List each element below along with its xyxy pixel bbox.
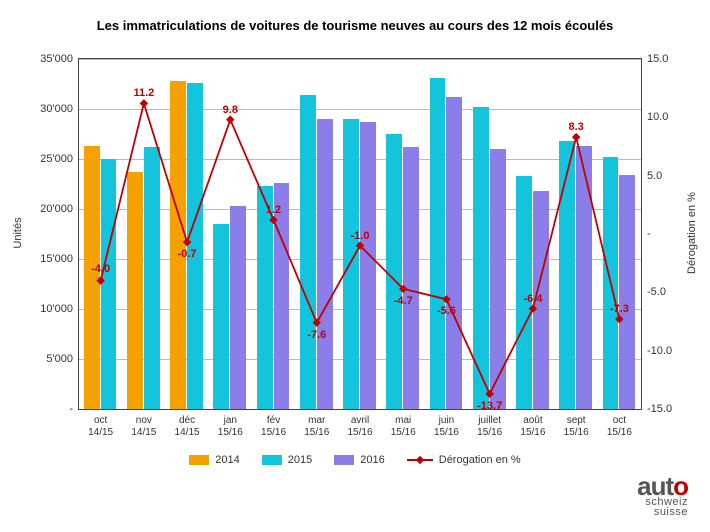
gridline: [79, 59, 641, 60]
deviation-value-label: -4.7: [394, 295, 413, 307]
deviation-value-label: -0.7: [178, 248, 197, 260]
bar-2016: [619, 175, 635, 409]
x-tick: mar15/16: [304, 409, 329, 438]
bar-2016: [274, 183, 290, 409]
y-axis-left-label: Unités: [12, 217, 24, 248]
legend-item-2014: 2014: [189, 454, 239, 466]
bar-2015: [559, 141, 575, 409]
gridline: [79, 109, 641, 110]
deviation-value-label: 8.3: [568, 121, 583, 133]
bar-2016: [576, 146, 592, 409]
x-tick: jan15/16: [218, 409, 243, 438]
bar-2015: [257, 186, 273, 409]
x-tick: août15/16: [520, 409, 545, 438]
x-tick: oct14/15: [88, 409, 113, 438]
deviation-value-label: 11.2: [133, 87, 154, 99]
legend-label-2016: 2016: [360, 454, 384, 466]
y-left-tick: 20'000: [40, 203, 79, 215]
logo-sub2: suisse: [637, 508, 688, 518]
deviation-value-label: -13.7: [477, 400, 502, 412]
legend-swatch-2014: [189, 455, 209, 465]
legend-item-deviation: Dérogation en %: [407, 454, 521, 466]
y-right-tick: 15.0: [641, 53, 668, 65]
deviation-value-label: 9.8: [223, 104, 238, 116]
logo-word: auto: [637, 475, 688, 498]
deviation-value-label: -7.3: [610, 303, 629, 315]
bar-2015: [603, 157, 619, 409]
y-left-tick: 15'000: [40, 253, 79, 265]
brand-logo: auto schweiz suisse: [637, 475, 688, 518]
bar-2015: [101, 159, 117, 409]
bar-2016: [446, 97, 462, 409]
y-right-tick: 10.0: [641, 111, 668, 123]
bar-2016: [403, 147, 419, 409]
bar-2014: [84, 146, 100, 409]
y-left-tick: 10'000: [40, 303, 79, 315]
x-tick: sept15/16: [564, 409, 589, 438]
x-tick: déc14/15: [175, 409, 200, 438]
bar-2016: [317, 119, 333, 409]
x-tick: avril15/16: [347, 409, 372, 438]
legend-item-2016: 2016: [334, 454, 384, 466]
bar-2015: [213, 224, 229, 409]
deviation-value-label: -5.6: [437, 305, 456, 317]
x-tick: mai15/16: [391, 409, 416, 438]
x-tick: fév15/16: [261, 409, 286, 438]
bar-2015: [343, 119, 359, 409]
chart-card: { "title": "Les immatriculations de voit…: [0, 0, 710, 532]
bar-2014: [127, 172, 143, 409]
plot-area: -5'00010'00015'00020'00025'00030'00035'0…: [78, 58, 642, 410]
x-tick: juillet15/16: [477, 409, 502, 438]
chart-title: Les immatriculations de voitures de tour…: [0, 18, 710, 33]
y-right-tick: -5.0: [641, 286, 666, 298]
x-tick: oct15/16: [607, 409, 632, 438]
bar-2015: [386, 134, 402, 409]
deviation-value-label: -1.0: [351, 230, 370, 242]
y-right-tick: -15.0: [641, 403, 672, 415]
legend-swatch-line: [407, 459, 433, 461]
legend-label-2014: 2014: [215, 454, 239, 466]
bar-2014: [170, 81, 186, 409]
legend: 2014 2015 2016 Dérogation en %: [0, 454, 710, 466]
x-tick: nov14/15: [131, 409, 156, 438]
legend-swatch-2015: [262, 455, 282, 465]
bar-2016: [360, 122, 376, 409]
y-left-tick: 25'000: [40, 153, 79, 165]
bar-2016: [490, 149, 506, 409]
legend-label-2015: 2015: [288, 454, 312, 466]
y-left-tick: 5'000: [46, 353, 79, 365]
y-left-tick: 30'000: [40, 103, 79, 115]
y-right-tick: -10.0: [641, 345, 672, 357]
deviation-value-label: -6.4: [523, 293, 542, 305]
bar-2015: [187, 83, 203, 409]
y-right-tick: 5.0: [641, 170, 662, 182]
x-tick: juin15/16: [434, 409, 459, 438]
bar-2015: [300, 95, 316, 409]
bar-2016: [230, 206, 246, 409]
deviation-value-label: -7.6: [307, 329, 326, 341]
y-right-tick: -: [641, 228, 651, 240]
deviation-value-label: -4.0: [91, 263, 110, 275]
legend-item-2015: 2015: [262, 454, 312, 466]
legend-swatch-2016: [334, 455, 354, 465]
bar-2015: [430, 78, 446, 409]
y-left-tick: 35'000: [40, 53, 79, 65]
y-axis-right-label: Dérogation en %: [686, 192, 698, 274]
bar-2015: [144, 147, 160, 409]
bar-2015: [473, 107, 489, 409]
y-left-tick: -: [69, 403, 79, 415]
deviation-value-label: 1.2: [266, 204, 281, 216]
legend-label-deviation: Dérogation en %: [439, 454, 521, 466]
